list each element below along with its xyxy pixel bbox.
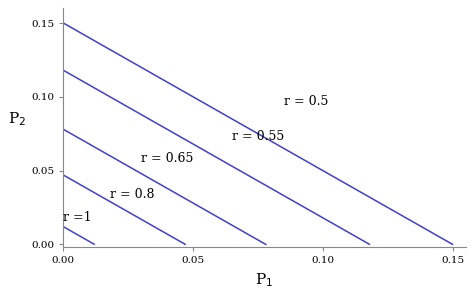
Text: r = 0.5: r = 0.5 bbox=[284, 95, 328, 108]
Text: r = 0.8: r = 0.8 bbox=[110, 188, 155, 201]
Text: r = 0.65: r = 0.65 bbox=[141, 152, 194, 165]
Text: r = 0.55: r = 0.55 bbox=[232, 130, 284, 143]
Text: r =1: r =1 bbox=[64, 211, 92, 224]
X-axis label: P$_1$: P$_1$ bbox=[255, 271, 273, 289]
Y-axis label: P$_2$: P$_2$ bbox=[9, 110, 27, 128]
